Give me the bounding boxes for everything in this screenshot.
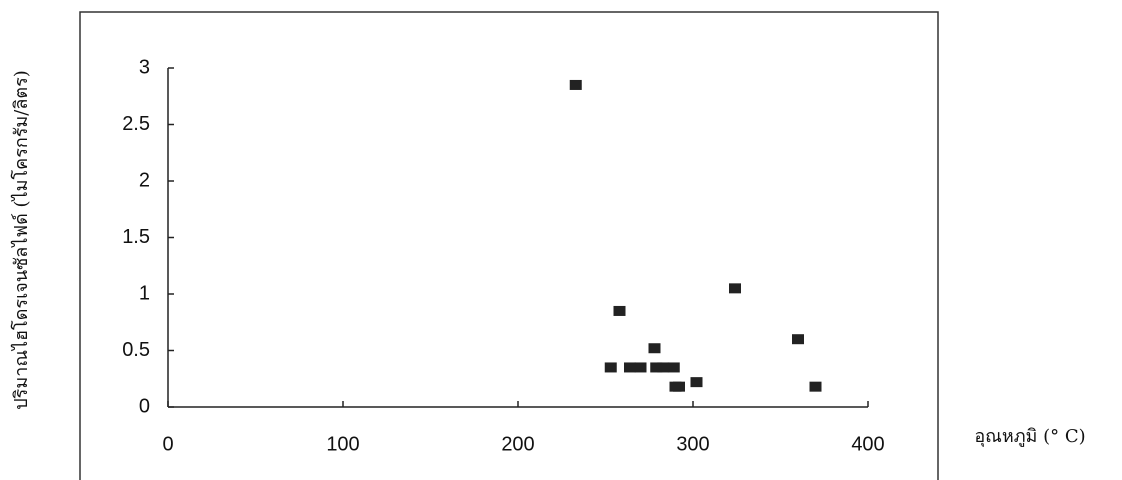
point — [792, 334, 804, 344]
y-tick-label: 2 — [139, 169, 150, 191]
point — [649, 343, 661, 353]
x-tick-label: 100 — [326, 433, 359, 455]
chart: อุณหภูมิ (° C) ปริมาณไฮโดรเจนซัลไฟด์ (ไม… — [0, 0, 1122, 480]
y-tick-label: 2.5 — [122, 113, 150, 135]
x-tick-label: 200 — [501, 433, 534, 455]
x-axis-title: อุณหภูมิ (° C) — [974, 426, 1085, 447]
y-tick-label: 1.5 — [122, 226, 150, 248]
point — [605, 362, 617, 372]
y-tick-label: 1 — [139, 282, 150, 304]
point — [810, 382, 822, 392]
point — [668, 362, 680, 372]
chart-frame — [80, 12, 938, 480]
x-tick-label: 300 — [676, 433, 709, 455]
point — [729, 283, 741, 293]
y-tick-label: 0.5 — [122, 339, 150, 361]
point — [657, 362, 669, 372]
y-axis-title: ปริมาณไฮโดรเจนซัลไฟด์ (ไมโครกรัม/ลิตร) — [10, 70, 32, 410]
y-tick-label: 0 — [139, 395, 150, 417]
x-tick-label: 0 — [162, 433, 173, 455]
page: {"chart_data": {"type": "scatter", "x_la… — [0, 0, 1122, 480]
point — [635, 362, 647, 372]
point — [570, 80, 582, 90]
point — [624, 362, 636, 372]
y-tick-label: 3 — [139, 56, 150, 78]
x-tick-label: 400 — [851, 433, 884, 455]
point — [614, 306, 626, 316]
point — [673, 382, 685, 392]
point — [691, 377, 703, 387]
